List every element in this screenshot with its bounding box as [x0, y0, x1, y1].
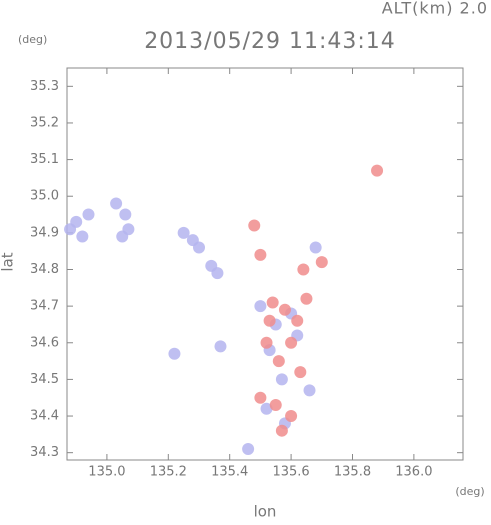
- echo-point: [254, 391, 267, 404]
- x-tick-label: 135.6: [272, 465, 309, 480]
- y-unit: (deg): [18, 33, 47, 46]
- echo-point: [300, 292, 313, 305]
- echo-point: [266, 296, 279, 309]
- altitude-label: ALT(km) 2.0: [382, 0, 488, 18]
- y-tick-label: 34.4: [30, 409, 59, 424]
- echo-point: [263, 314, 276, 327]
- echo-point: [275, 373, 288, 386]
- y-tick-label: 35.2: [30, 115, 59, 130]
- echo-point: [177, 226, 190, 239]
- chart-title: 2013/05/29 11:43:14: [144, 29, 396, 54]
- y-tick-label: 34.8: [30, 262, 59, 277]
- echo-point: [275, 424, 288, 437]
- y-tick-label: 34.3: [30, 445, 59, 460]
- y-tick-label: 35.1: [30, 152, 59, 167]
- echo-point: [119, 208, 132, 221]
- x-tick-label: 135.4: [211, 465, 248, 480]
- x-tick-label: 135.2: [150, 465, 187, 480]
- echo-point: [272, 355, 285, 368]
- y-tick-label: 34.9: [30, 225, 59, 240]
- echo-point: [82, 208, 95, 221]
- echo-point: [297, 263, 310, 276]
- echo-point: [242, 443, 255, 456]
- y-tick-label: 34.5: [30, 372, 59, 387]
- echo-point: [211, 267, 224, 280]
- echo-point: [70, 215, 83, 228]
- echo-point: [116, 230, 129, 243]
- echo-point: [254, 300, 267, 313]
- y-axis-label: lat: [0, 252, 17, 271]
- echo-point: [193, 241, 205, 254]
- y-tick-label: 34.6: [30, 335, 59, 350]
- echo-point: [168, 347, 181, 360]
- echo-point: [110, 197, 123, 210]
- echo-point: [285, 336, 298, 349]
- y-tick-label: 35.3: [30, 79, 59, 94]
- x-tick-label: 135.0: [88, 465, 125, 480]
- echo-point: [278, 303, 291, 316]
- echo-point: [285, 410, 298, 423]
- plot-frame: [66, 67, 464, 461]
- echo-point: [260, 336, 273, 349]
- echo-point: [76, 230, 89, 243]
- x-tick-label: 136.0: [395, 465, 432, 480]
- echo-point: [315, 256, 328, 269]
- echo-point: [214, 340, 227, 353]
- y-tick-label: 34.7: [30, 299, 59, 314]
- echo-point: [303, 384, 316, 397]
- echo-point: [309, 241, 322, 254]
- echo-point: [371, 164, 384, 177]
- echo-point: [269, 399, 282, 412]
- y-tick-label: 35.0: [30, 189, 59, 204]
- echo-point: [291, 314, 304, 327]
- x-tick-label: 135.8: [334, 465, 371, 480]
- echo-point: [294, 366, 307, 379]
- echo-point: [254, 248, 267, 261]
- echo-point: [248, 219, 261, 232]
- x-axis-label: lon: [254, 503, 277, 521]
- echo-point: [260, 402, 273, 415]
- x-unit: (deg): [455, 485, 484, 498]
